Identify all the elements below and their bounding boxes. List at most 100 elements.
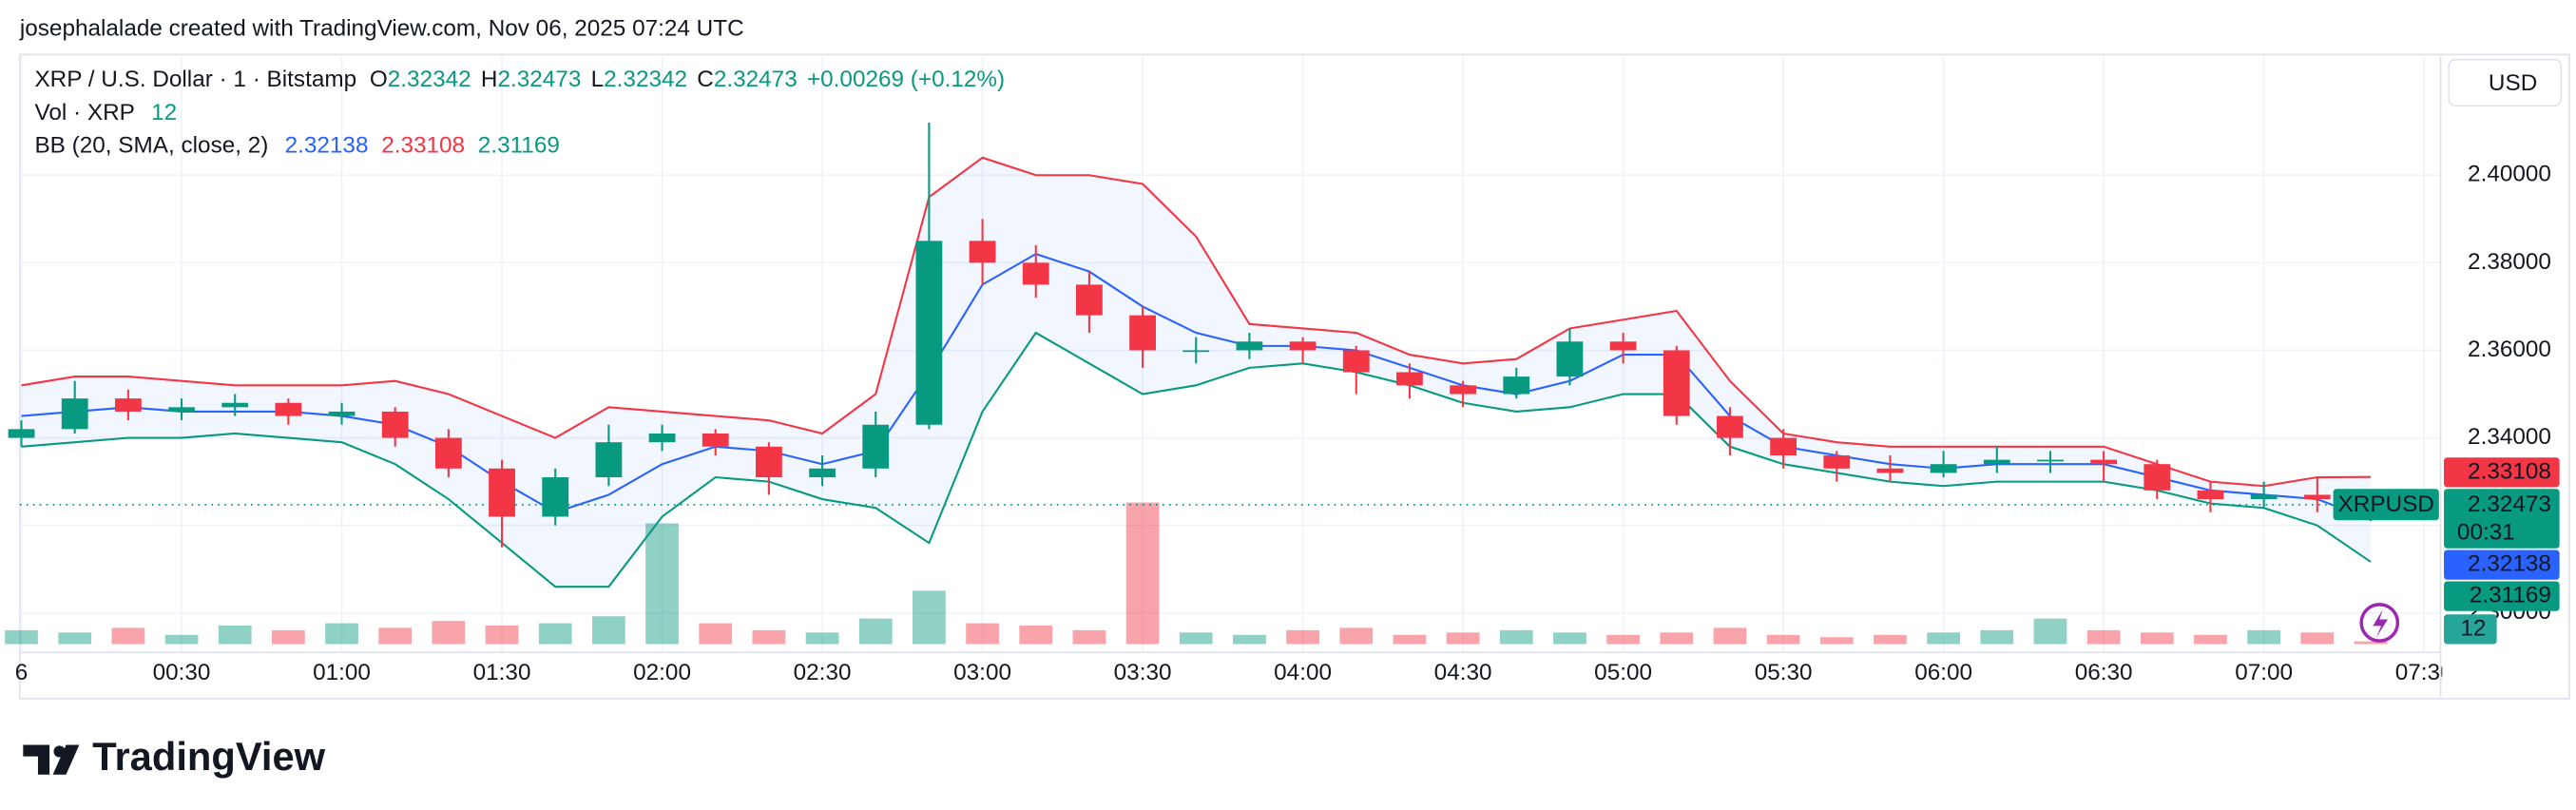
volume-bar <box>1874 634 1907 645</box>
volume-bar <box>1553 632 1586 645</box>
volume-bar <box>1713 627 1747 645</box>
candle-body <box>1609 341 1637 351</box>
legend-value: 2.32473 <box>497 68 581 93</box>
candle-body <box>1396 372 1423 386</box>
x-tick-label: 06:00 <box>1914 660 1972 685</box>
candle-body <box>2037 459 2064 462</box>
volume-bar <box>2354 641 2388 645</box>
volume-bar <box>58 632 92 645</box>
candle-body <box>1663 350 1690 416</box>
x-tick-label: 00:30 <box>153 660 211 685</box>
x-tick-label: 05:30 <box>1755 660 1813 685</box>
volume-bar <box>1393 634 1427 645</box>
legend-volume: Vol · XRP <box>34 100 134 125</box>
legend-line: XRP / U.S. Dollar · 1 · Bitstamp O2.3234… <box>34 68 1005 93</box>
x-tick-label: 6 <box>15 660 29 685</box>
x-tick-label: 02:00 <box>633 660 691 685</box>
candle-body <box>1556 341 1584 377</box>
volume-bar <box>913 590 946 645</box>
volume-bar <box>1286 629 1319 645</box>
candle-body <box>489 468 515 517</box>
candle-body <box>381 411 409 438</box>
volume-bar <box>1660 632 1694 645</box>
volume-bar <box>2033 618 2067 645</box>
candle-body <box>114 398 142 412</box>
plot: 6 00:30 01:00 01:30 02:00 02:30 03:00 03:30 04:0… <box>5 56 2453 685</box>
y-tick-label: 2.38000 <box>2468 249 2551 275</box>
volume-bar <box>1606 634 1640 645</box>
volume-bar <box>805 632 839 645</box>
price-label: 2.31169 <box>2470 583 2551 608</box>
countdown: 00:31 <box>2457 520 2515 546</box>
legend-symbol: XRP / U.S. Dollar · 1 · Bitstamp <box>34 68 356 93</box>
volume-bar <box>1179 632 1213 645</box>
volume-bar <box>2194 634 2227 645</box>
candle-body <box>1823 454 1851 469</box>
icon-ring[interactable] <box>2359 603 2400 643</box>
bb-middle <box>21 253 2372 521</box>
icon-bolt[interactable] <box>2373 609 2388 638</box>
volume-bar <box>378 627 413 645</box>
volume-bar <box>432 621 466 645</box>
volume-label: 12 <box>2460 615 2486 641</box>
volume-bar <box>2300 632 2335 645</box>
x-tick-label: 03:30 <box>1114 660 1172 685</box>
volume-bar <box>1125 502 1160 645</box>
volume-bar <box>1072 629 1106 645</box>
chart-frame <box>18 53 2570 700</box>
axes: 2.300002.320002.340002.360002.380002.400… <box>2333 162 2560 645</box>
volume-label-box <box>2444 614 2497 645</box>
candle-body <box>1876 468 1904 473</box>
candle-body <box>8 429 35 438</box>
candle-body <box>1236 341 1263 351</box>
candle-body <box>1770 437 1797 455</box>
legend-value: 2.31169 <box>478 133 560 159</box>
volume-bar <box>1927 632 1960 645</box>
volume-bar <box>1766 634 1800 645</box>
candle-body <box>1289 341 1317 351</box>
symbol-label-box <box>2333 489 2439 521</box>
candle-body <box>1717 415 1743 438</box>
brand: TradingView <box>92 734 325 779</box>
volume-bar <box>858 618 893 645</box>
candle-body <box>1503 376 1530 395</box>
candle-body <box>1930 464 1957 473</box>
volume-bar <box>218 626 252 645</box>
volume-bar <box>5 629 38 645</box>
candle-body <box>862 424 890 469</box>
candle-body <box>915 241 943 425</box>
candle-body <box>275 402 302 416</box>
candle-body <box>1450 385 1476 395</box>
x-tick-label: 01:30 <box>473 660 531 685</box>
volume-bar <box>1019 626 1053 645</box>
x-tick-label: 04:00 <box>1274 660 1332 685</box>
price-label-box <box>2444 550 2560 580</box>
currency-button[interactable] <box>2448 58 2563 107</box>
logo-mark <box>52 744 80 775</box>
candle-body <box>969 241 996 263</box>
volume-bar <box>485 626 519 645</box>
candle-body <box>2090 459 2118 465</box>
y-tick-label: 2.36000 <box>2468 337 2551 362</box>
assistant-icon[interactable] <box>2359 603 2400 643</box>
candle-body <box>328 411 356 416</box>
y-tick-label: 2.40000 <box>2468 162 2551 187</box>
legend-key: O <box>370 68 388 93</box>
candle-body <box>1022 262 1049 285</box>
volume-bar <box>538 623 572 645</box>
legend-value: 2.32473 <box>714 68 798 93</box>
volume-bar <box>699 623 733 645</box>
candle-body <box>1342 350 1370 373</box>
legend-key: L <box>591 68 605 93</box>
volume-bar <box>966 623 999 645</box>
candle-body <box>1182 350 1210 353</box>
currency[interactable]: USD <box>2489 70 2537 96</box>
volume-bar <box>1233 634 1266 645</box>
volume-bar <box>752 629 786 645</box>
x-tick-label: 05:00 <box>1594 660 1652 685</box>
price-label-box <box>2444 489 2560 549</box>
legend-value: 2.32138 <box>285 133 369 159</box>
candle-body <box>221 402 249 408</box>
